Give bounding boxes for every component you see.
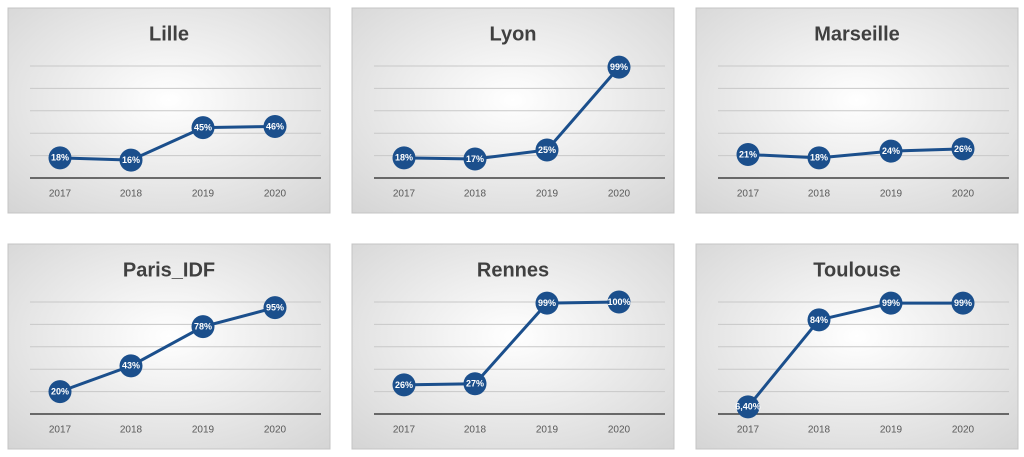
x-tick-label: 2018 xyxy=(120,425,143,436)
data-marker xyxy=(263,296,287,320)
x-tick-label: 2017 xyxy=(393,425,416,436)
x-tick-label: 2018 xyxy=(808,189,831,200)
data-marker xyxy=(191,315,215,339)
x-tick-label: 2019 xyxy=(192,189,215,200)
data-line xyxy=(59,124,276,162)
data-label: 16% xyxy=(122,155,140,165)
data-label: 18% xyxy=(51,153,69,163)
chart-panel: Lille 2017 2018 2019 2020 18% 16% 45% 46% xyxy=(7,7,331,214)
chart-title: Rennes xyxy=(477,259,549,281)
data-marker xyxy=(392,146,416,170)
data-marker xyxy=(119,354,143,378)
data-marker xyxy=(807,146,831,170)
data-marker xyxy=(191,116,215,140)
x-tick-label: 2017 xyxy=(737,189,760,200)
data-label: 45% xyxy=(194,122,212,132)
data-label: 99% xyxy=(954,298,972,308)
chart-panel: Marseille 2017 2018 2019 2020 21% 18% 24% 26% xyxy=(695,7,1019,214)
x-tick-label: 2020 xyxy=(608,189,631,200)
chart-title: Lille xyxy=(149,23,189,45)
data-marker xyxy=(263,114,287,138)
x-tick-label: 2020 xyxy=(264,425,287,436)
x-tick-label: 2020 xyxy=(952,425,975,436)
chart-panel: Lyon 2017 2018 2019 2020 18% 17% 25% 99% xyxy=(351,7,675,214)
data-line xyxy=(747,147,964,160)
data-marker xyxy=(951,291,975,315)
x-tick-label: 2017 xyxy=(393,189,416,200)
data-marker xyxy=(879,291,903,315)
data-marker xyxy=(736,142,760,166)
data-line xyxy=(59,306,276,394)
data-label: 18% xyxy=(810,153,828,163)
data-marker xyxy=(607,290,631,314)
data-marker xyxy=(119,148,143,172)
x-tick-label: 2018 xyxy=(464,425,487,436)
x-tick-label: 2018 xyxy=(808,425,831,436)
chart-title: Marseille xyxy=(814,23,900,45)
data-marker xyxy=(535,291,559,315)
data-label: 21% xyxy=(739,149,757,159)
chart-panel: Paris_IDF 2017 2018 2019 2020 20% 43% 78% 95% xyxy=(7,243,331,450)
x-tick-label: 2019 xyxy=(880,189,903,200)
data-label: 99% xyxy=(610,62,628,72)
data-line xyxy=(746,301,963,408)
chart-title: Lyon xyxy=(489,23,536,45)
data-marker xyxy=(392,373,416,397)
data-marker xyxy=(48,146,72,170)
x-tick-label: 2018 xyxy=(120,189,143,200)
data-label: 99% xyxy=(538,298,556,308)
data-label: 24% xyxy=(882,146,900,156)
x-tick-label: 2019 xyxy=(536,189,559,200)
data-label: 27% xyxy=(466,379,484,389)
x-tick-label: 2017 xyxy=(737,425,760,436)
data-label: 46% xyxy=(266,121,284,131)
chart-panel: Toulouse 2017 2018 2019 2020 6,40% 84% 99% 99% xyxy=(695,243,1019,450)
data-marker xyxy=(879,139,903,163)
chart-title: Toulouse xyxy=(813,259,900,281)
data-label: 26% xyxy=(954,144,972,154)
data-marker xyxy=(48,380,72,404)
data-label: 17% xyxy=(466,154,484,164)
data-marker xyxy=(463,147,487,171)
data-marker xyxy=(951,137,975,161)
data-label: 6,40% xyxy=(735,402,761,412)
data-line xyxy=(403,300,620,387)
data-line xyxy=(403,66,621,161)
x-tick-label: 2018 xyxy=(464,189,487,200)
data-marker xyxy=(807,308,831,332)
data-marker xyxy=(736,395,760,419)
data-label: 20% xyxy=(51,386,69,396)
data-marker xyxy=(607,55,631,79)
data-label: 26% xyxy=(395,380,413,390)
data-label: 25% xyxy=(538,145,556,155)
x-tick-label: 2017 xyxy=(49,189,72,200)
x-tick-label: 2020 xyxy=(608,425,631,436)
chart-panel: Rennes 2017 2018 2019 2020 26% 27% 99% 100% xyxy=(351,243,675,450)
chart-title: Paris_IDF xyxy=(123,259,215,281)
x-tick-label: 2019 xyxy=(192,425,215,436)
data-label: 100% xyxy=(607,297,630,307)
x-tick-label: 2019 xyxy=(880,425,903,436)
x-tick-label: 2020 xyxy=(264,189,287,200)
data-label: 43% xyxy=(122,361,140,371)
data-label: 78% xyxy=(194,322,212,332)
x-tick-label: 2019 xyxy=(536,425,559,436)
data-label: 95% xyxy=(266,302,284,312)
x-tick-label: 2020 xyxy=(952,189,975,200)
data-marker xyxy=(463,372,487,396)
data-label: 84% xyxy=(810,315,828,325)
data-label: 18% xyxy=(395,153,413,163)
data-label: 99% xyxy=(882,298,900,308)
data-marker xyxy=(535,138,559,162)
x-tick-label: 2017 xyxy=(49,425,72,436)
